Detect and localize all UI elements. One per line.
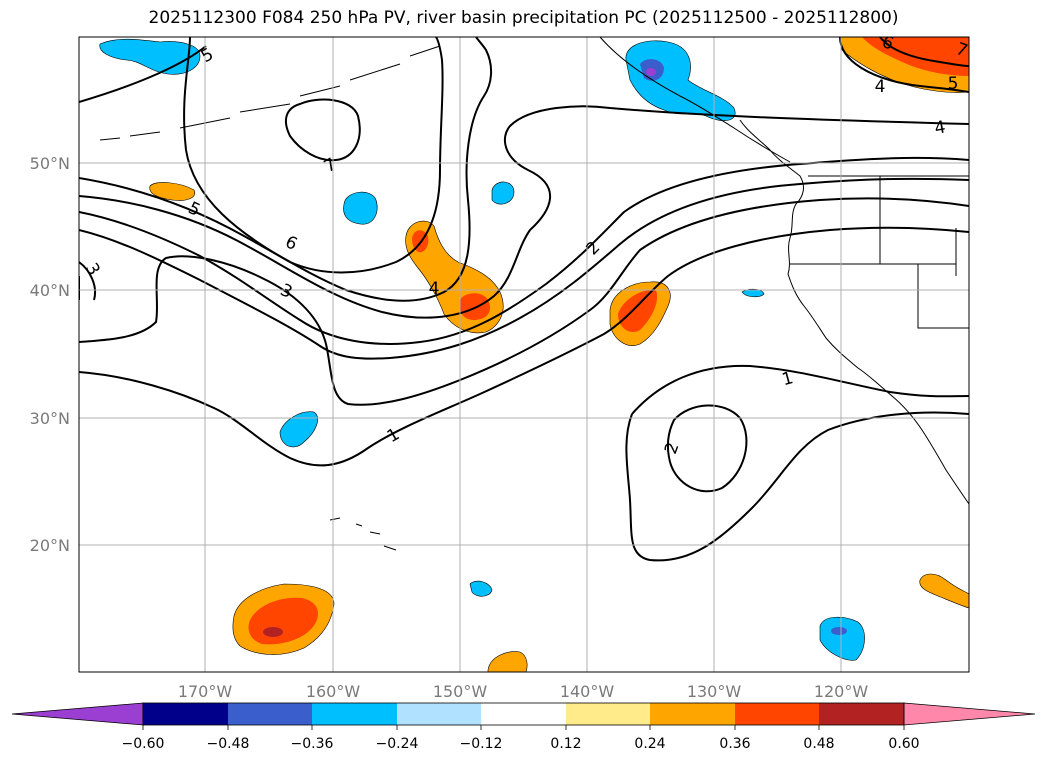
contour-line <box>625 364 969 562</box>
contour-line <box>879 37 969 67</box>
contour-line <box>284 98 361 162</box>
colorbar-tick-label: −0.24 <box>376 736 419 752</box>
colorbar-tick-label: 0.60 <box>888 736 919 752</box>
plot-area <box>79 37 969 672</box>
colorbar: −0.60 −0.48 −0.36 −0.24 −0.12 0.12 0.24 … <box>11 702 1036 752</box>
shade-orange-patch <box>149 182 196 201</box>
contour-label: 4 <box>875 77 886 97</box>
colorbar-tick-label: −0.48 <box>207 736 250 752</box>
shade-blue-patch <box>343 191 378 225</box>
contour-line <box>79 105 969 319</box>
colorbar-segment <box>650 703 735 725</box>
us-state-borders <box>790 175 969 329</box>
colorbar-segment <box>397 703 481 725</box>
shade-blue-patch <box>819 616 865 661</box>
contour-line <box>79 177 969 360</box>
shade-blue-patch <box>491 181 515 205</box>
shade-orange-patch <box>919 573 969 609</box>
gridlines <box>79 37 969 672</box>
latitude-label: 20°N <box>30 536 70 555</box>
contour-line <box>79 226 969 467</box>
contour-label: 4 <box>933 117 947 139</box>
longitude-axis: 170°W 160°W 150°W 140°W 130°W 120°W <box>178 682 869 701</box>
longitude-label: 160°W <box>306 682 361 701</box>
colorbar-segment <box>566 703 650 725</box>
contour-line <box>79 37 492 302</box>
plot-frame <box>78 36 970 673</box>
colorbar-tick-label: 0.36 <box>719 736 750 752</box>
contour-line <box>79 156 969 345</box>
latitude-label: 50°N <box>30 154 70 173</box>
coastlines <box>99 37 969 551</box>
colorbar-segment <box>481 703 566 725</box>
longitude-label: 130°W <box>687 682 742 701</box>
latitude-label: 30°N <box>30 409 70 428</box>
colorbar-tick-label: 0.12 <box>550 736 581 752</box>
colorbar-tick-label: 0.24 <box>634 736 665 752</box>
longitude-label: 150°W <box>433 682 488 701</box>
shade-orange-patch <box>487 651 528 672</box>
colorbar-tick-label: −0.12 <box>460 736 503 752</box>
contour-line <box>183 37 444 274</box>
colorbar-segment <box>228 703 312 725</box>
shade-purple-patch <box>646 68 656 76</box>
precipitation-shading <box>99 37 969 672</box>
contour-label: 5 <box>948 74 959 94</box>
pv-contours <box>79 37 969 562</box>
colorbar-extend-high <box>903 702 1036 726</box>
contour-line <box>79 197 969 406</box>
north-america-coastline <box>739 119 969 505</box>
colorbar-segment <box>819 703 904 725</box>
longitude-label: 140°W <box>560 682 615 701</box>
colorbar-tick-label: −0.36 <box>291 736 334 752</box>
colorbar-segment <box>735 703 819 725</box>
shade-blue-patch <box>279 411 318 448</box>
contour-label: 1 <box>780 368 796 390</box>
shade-red-patch <box>618 289 658 333</box>
longitude-label: 120°W <box>814 682 869 701</box>
contour-line <box>666 404 748 493</box>
shade-dark-blue-patch <box>831 627 847 635</box>
colorbar-extend-low <box>11 702 144 726</box>
latitude-label: 40°N <box>30 281 70 300</box>
colorbar-segment <box>143 703 228 725</box>
canada-coastline <box>599 37 791 163</box>
contour-label: 7 <box>953 39 970 61</box>
shade-red-patch <box>459 293 491 320</box>
contour-label: 4 <box>429 279 440 299</box>
map-title: 2025112300 F084 250 hPa PV, river basin … <box>148 8 899 28</box>
colorbar-tick-label: −0.60 <box>122 736 165 752</box>
shade-blue-patch <box>469 580 493 597</box>
contour-line <box>839 37 969 93</box>
colorbar-tick-label: 0.48 <box>803 736 834 752</box>
colorbar-segment <box>312 703 397 725</box>
latitude-axis: 50°N 40°N 30°N 20°N <box>30 154 70 555</box>
longitude-label: 170°W <box>178 682 233 701</box>
hawaii-islands <box>329 517 397 551</box>
shade-dark-red-patch <box>263 627 283 637</box>
contour-line <box>79 45 207 103</box>
